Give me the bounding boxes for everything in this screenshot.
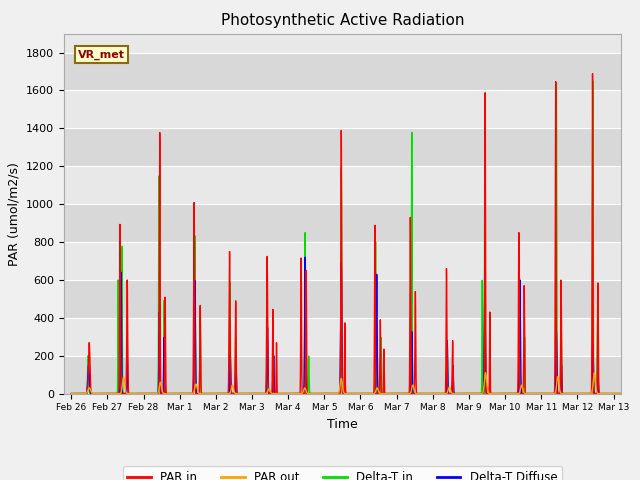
Delta-T Diffuse — [138, 391, 145, 396]
Title: Photosynthetic Active Radiation: Photosynthetic Active Radiation — [221, 13, 464, 28]
Delta-T Diffuse — [520, 391, 527, 396]
PAR in — [626, 60, 634, 65]
PAR out — [563, 391, 571, 396]
Bar — [64, 356, 621, 394]
Line: PAR in: PAR in — [71, 62, 640, 394]
Line: Delta-T Diffuse: Delta-T Diffuse — [71, 257, 640, 394]
Delta-T Diffuse — [413, 391, 421, 396]
Delta-T in — [413, 391, 421, 396]
Delta-T in — [548, 391, 556, 396]
Bar — [64, 166, 621, 204]
Bar — [64, 128, 621, 166]
Delta-T in — [104, 391, 111, 396]
Bar — [64, 52, 621, 90]
PAR in — [188, 391, 195, 396]
Bar — [64, 204, 621, 242]
Line: PAR out: PAR out — [71, 373, 640, 394]
Line: Delta-T in: Delta-T in — [71, 81, 640, 394]
Delta-T in — [188, 391, 195, 396]
Delta-T in — [563, 391, 570, 396]
PAR in — [548, 391, 556, 396]
PAR in — [520, 386, 527, 392]
Delta-T Diffuse — [548, 391, 556, 396]
Delta-T Diffuse — [563, 391, 571, 396]
Y-axis label: PAR (umol/m2/s): PAR (umol/m2/s) — [8, 162, 20, 265]
Delta-T Diffuse — [67, 391, 75, 396]
Delta-T Diffuse — [301, 254, 309, 260]
PAR out — [548, 391, 556, 396]
PAR out — [382, 391, 390, 396]
PAR out — [413, 391, 421, 396]
PAR out — [67, 391, 75, 396]
Bar — [64, 280, 621, 318]
Delta-T in — [382, 391, 390, 396]
Delta-T in — [520, 391, 527, 396]
Bar — [64, 242, 621, 280]
Bar — [64, 318, 621, 356]
PAR in — [67, 391, 75, 396]
PAR in — [413, 391, 421, 396]
Text: VR_met: VR_met — [78, 50, 125, 60]
Delta-T in — [67, 391, 75, 396]
PAR out — [482, 370, 490, 376]
Delta-T in — [589, 78, 596, 84]
Delta-T Diffuse — [382, 391, 390, 396]
Legend: PAR in, PAR out, Delta-T in, Delta-T Diffuse: PAR in, PAR out, Delta-T in, Delta-T Dif… — [123, 466, 562, 480]
X-axis label: Time: Time — [327, 418, 358, 431]
Bar — [64, 90, 621, 128]
PAR in — [382, 391, 390, 396]
PAR out — [429, 391, 436, 396]
PAR in — [563, 391, 570, 396]
PAR out — [188, 391, 195, 396]
Delta-T Diffuse — [188, 391, 195, 396]
PAR in — [140, 391, 147, 396]
PAR out — [520, 388, 527, 394]
